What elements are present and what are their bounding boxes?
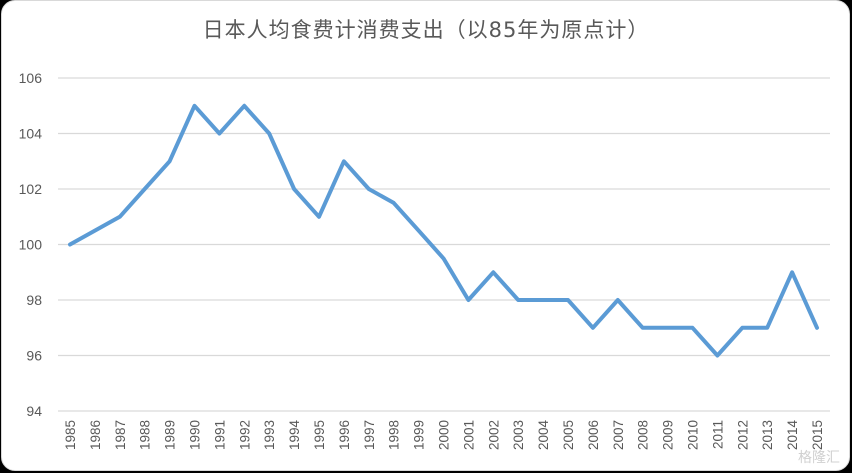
gridlines (58, 77, 830, 412)
y-tick-label: 102 (19, 181, 43, 197)
x-tick-label: 2007 (611, 420, 626, 450)
x-tick-label: 1990 (188, 420, 203, 450)
x-tick-label: 1997 (362, 420, 377, 450)
x-tick-label: 2001 (461, 420, 476, 450)
x-tick-label: 2006 (586, 420, 601, 450)
y-axis-ticks: 94 96 98 100 102 104 106 (19, 70, 43, 419)
y-tick-label: 98 (26, 292, 42, 308)
chart-title: 日本人均食费计消费支出（以85年为原点计） (202, 18, 650, 42)
data-line (68, 103, 819, 358)
x-tick-label: 2009 (661, 420, 676, 450)
x-tick-label: 1986 (88, 420, 103, 450)
y-tick-label: 100 (19, 237, 43, 253)
x-tick-label: 1998 (387, 420, 402, 450)
x-tick-label: 2014 (785, 420, 800, 451)
x-tick-label: 2000 (437, 420, 452, 450)
x-tick-label: 2011 (710, 420, 725, 449)
x-tick-label: 2003 (511, 420, 526, 450)
x-tick-label: 2012 (735, 420, 750, 450)
y-tick-label: 96 (26, 348, 42, 364)
x-tick-label: 2004 (536, 420, 551, 451)
y-tick-label: 106 (19, 70, 43, 86)
x-tick-label: 1994 (287, 420, 302, 451)
x-tick-label: 1991 (212, 420, 227, 450)
x-tick-label: 1988 (138, 420, 153, 450)
x-tick-label: 2015 (810, 420, 825, 450)
x-tick-label: 1996 (337, 420, 352, 450)
x-tick-label: 1992 (237, 420, 252, 450)
x-tick-label: 1999 (412, 420, 427, 450)
x-axis-ticks: 1985 1986 1987 1988 1989 1990 1991 1992 1993 1994… (63, 420, 825, 451)
x-tick-label: 1995 (312, 420, 327, 450)
x-tick-label: 1985 (63, 420, 78, 450)
x-tick-label: 1989 (163, 420, 178, 450)
y-tick-label: 94 (26, 403, 42, 419)
x-tick-label: 2002 (486, 420, 501, 450)
x-tick-label: 2010 (686, 420, 701, 450)
y-tick-label: 104 (19, 126, 43, 142)
watermark-logo: 格隆汇 (798, 450, 840, 466)
x-tick-label: 1987 (113, 420, 128, 450)
x-tick-label: 2005 (561, 420, 576, 450)
x-tick-label: 2013 (760, 420, 775, 450)
x-tick-label: 1993 (262, 420, 277, 450)
x-tick-label: 2008 (636, 420, 651, 450)
